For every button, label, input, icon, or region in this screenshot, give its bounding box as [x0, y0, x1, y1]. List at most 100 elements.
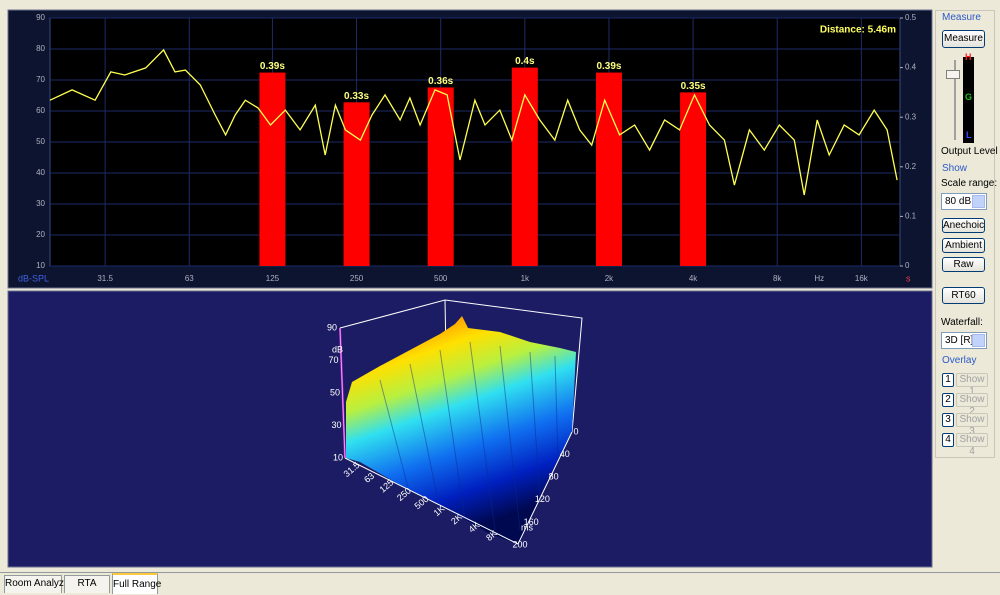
- waterfall-select[interactable]: 3D [R]: [941, 332, 987, 349]
- bar-value-label: 0.35s: [681, 81, 706, 92]
- bar-value-label: 0.39s: [260, 61, 285, 72]
- freq-tick-label: 63: [362, 471, 376, 485]
- time-tick-label: 80: [549, 472, 559, 482]
- y-tick-label: 20: [36, 230, 45, 239]
- y2-tick-label: 0.1: [905, 212, 917, 221]
- time-tick-label: 160: [524, 517, 539, 527]
- overlay-button[interactable]: Show 3: [956, 413, 988, 437]
- x-tick-label: 2k: [605, 274, 614, 283]
- z-tick-label: 10: [333, 452, 343, 462]
- overlay-button[interactable]: Show 4: [956, 433, 988, 457]
- level-meter: [963, 57, 974, 143]
- y-tick-label: 80: [36, 44, 45, 53]
- y2-tick-label: 0.5: [905, 13, 917, 22]
- bar-value-label: 0.33s: [344, 91, 369, 102]
- surface-ridges: [379, 341, 559, 531]
- z-tick-label: 70: [328, 355, 338, 365]
- x-unit-label: Hz: [814, 274, 824, 283]
- meter-high: H: [965, 52, 972, 62]
- select-value: 80 dB: [945, 196, 972, 207]
- overlay-button[interactable]: Show 2: [956, 393, 988, 417]
- frame-back: [339, 299, 583, 433]
- y-tick-label: 10: [36, 261, 45, 270]
- z-tick-label: 50: [330, 387, 340, 397]
- x-tick-label: 16k: [855, 274, 869, 283]
- y2-axis-label: s: [906, 273, 911, 283]
- time-tick-label: 200: [512, 539, 527, 549]
- group-title: Measure: [942, 12, 981, 23]
- y-tick-label: 40: [36, 168, 45, 177]
- rt60-button[interactable]: RT60: [942, 287, 985, 304]
- time-tick-label: 0: [573, 426, 578, 436]
- select-arrow[interactable]: [972, 195, 985, 208]
- overlay-button[interactable]: Show 1: [956, 373, 988, 397]
- tab-active[interactable]: Full Range: [112, 573, 161, 594]
- meter-low: L: [966, 130, 972, 140]
- group-title: Show: [942, 163, 968, 174]
- ambient-button[interactable]: Ambient: [942, 238, 985, 253]
- overlay-number[interactable]: 3: [942, 413, 954, 427]
- y2-tick-label: 0.2: [905, 162, 917, 171]
- tab[interactable]: RTA: [64, 575, 110, 593]
- bar-value-label: 0.36s: [428, 76, 453, 87]
- overlay-number[interactable]: 2: [942, 393, 954, 407]
- x-tick-label: 31.5: [97, 274, 113, 283]
- side-panel: [935, 10, 995, 458]
- bar-value-label: 0.4s: [515, 56, 535, 67]
- overlay-number[interactable]: 1: [942, 373, 954, 387]
- y2-tick-label: 0.3: [905, 112, 917, 121]
- anechoic-button[interactable]: Anechoic: [942, 218, 985, 233]
- x-tick-label: 4k: [689, 274, 698, 283]
- x-tick-label: 250: [350, 274, 364, 283]
- box-front: [339, 327, 573, 545]
- x-tick-label: 63: [185, 274, 194, 283]
- y2-tick-label: 0.4: [905, 63, 917, 72]
- rt60-bar: [427, 87, 454, 266]
- y-tick-label: 60: [36, 106, 45, 115]
- rt60-bar: [343, 102, 370, 266]
- select-value: 3D [R]: [945, 335, 974, 346]
- meter-mid: G: [965, 92, 973, 102]
- tab-line: [0, 572, 1000, 573]
- x-tick-label: 125: [266, 274, 280, 283]
- annotation: Distance: 5.46m: [820, 25, 896, 36]
- x-tick-label: 8k: [773, 274, 782, 283]
- raw-button[interactable]: Raw: [942, 257, 985, 272]
- y-tick-label: 30: [36, 199, 45, 208]
- y-tick-label: 70: [36, 75, 45, 84]
- x-tick-label: 1k: [521, 274, 530, 283]
- waterfall-surface: [346, 316, 576, 544]
- z-tick-label: 90: [327, 322, 337, 332]
- y-tick-label: 50: [36, 137, 45, 146]
- output-level-label: Output Level: [941, 146, 998, 157]
- bar-value-label: 0.39s: [596, 61, 621, 72]
- overlay-number[interactable]: 4: [942, 433, 954, 447]
- z-axis: [339, 327, 346, 459]
- x-tick-label: 500: [434, 274, 448, 283]
- rt60-bar: [259, 72, 286, 266]
- y2-tick-label: 0: [905, 261, 910, 270]
- tab[interactable]: Room Analyzer: [4, 575, 73, 593]
- y-axis-label: dB-SPL: [18, 273, 49, 283]
- frame-bottom: [344, 431, 573, 545]
- time-tick-label: 40: [560, 449, 570, 459]
- z-tick-label: 30: [331, 420, 341, 430]
- rt60-bar: [511, 67, 538, 266]
- measure-button[interactable]: Measure: [942, 30, 985, 48]
- scale-range-label: Scale range:: [941, 178, 998, 189]
- time-unit-label: ms: [521, 522, 533, 532]
- select-arrow[interactable]: [972, 334, 985, 347]
- group-title: Overlay: [942, 355, 977, 366]
- y-tick-label: 90: [36, 13, 45, 22]
- response-line: [49, 48, 898, 196]
- time-tick-label: 120: [535, 494, 550, 504]
- waterfall-label: Waterfall:: [941, 317, 983, 328]
- slider-track: [954, 60, 956, 140]
- z-unit-label: dB: [332, 344, 343, 354]
- slider-thumb[interactable]: [946, 70, 960, 79]
- rt60-bar: [680, 92, 707, 267]
- scale-range-select[interactable]: 80 dB: [941, 193, 987, 210]
